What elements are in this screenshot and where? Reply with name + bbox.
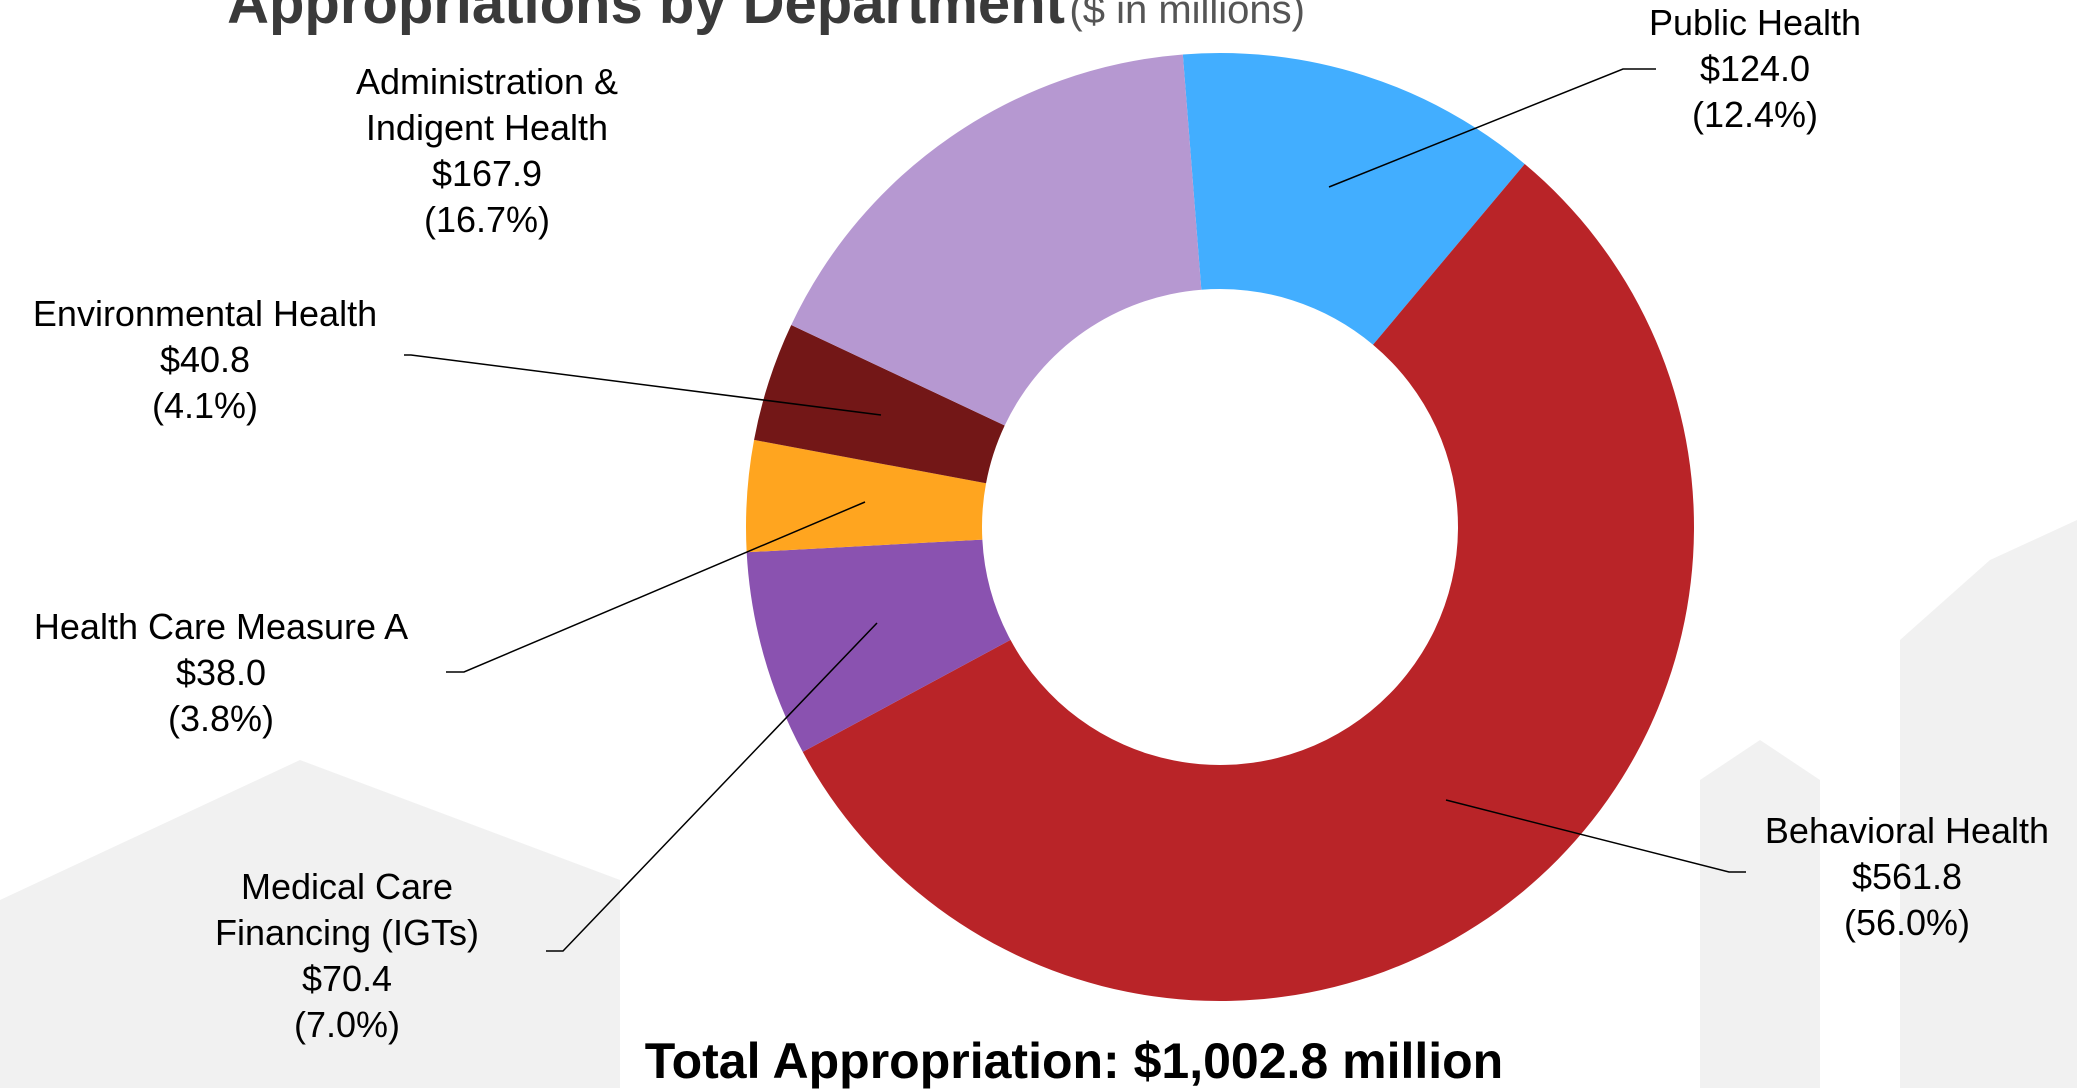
slice-label: Behavioral Health $561.8 (56.0%) — [1707, 808, 2077, 946]
slice — [1182, 53, 1525, 345]
chart-title: Appropriations by Department — [227, 0, 1065, 36]
percent-label: (7.0%) — [293, 1004, 401, 1045]
percent-label: (56.0%) — [1843, 902, 1971, 943]
category-name: Environmental Health — [32, 293, 378, 334]
category-name: Medical Care Financing (IGTs) — [214, 866, 480, 953]
percent-label: (16.7%) — [423, 199, 551, 240]
percent-label: (4.1%) — [151, 385, 259, 426]
title-block: Appropriations by Department ($ in milli… — [227, 0, 1305, 37]
percent-label: (12.4%) — [1691, 94, 1819, 135]
value-label: $70.4 — [301, 958, 393, 999]
value-label: $124.0 — [1699, 48, 1811, 89]
slice-label: Administration & Indigent Health $167.9 (1… — [327, 59, 647, 243]
value-label: $38.0 — [175, 652, 267, 693]
leader-line — [404, 354, 882, 416]
slice — [746, 539, 1011, 752]
slice — [754, 324, 1005, 484]
leader-line — [1328, 68, 1656, 188]
value-label: $561.8 — [1851, 856, 1963, 897]
category-name: Administration & Indigent Health — [355, 61, 619, 148]
slice — [791, 54, 1202, 426]
slice-label: Medical Care Financing (IGTs) $70.4 (7.0%) — [192, 864, 502, 1048]
category-name: Health Care Measure A — [33, 606, 409, 647]
value-label: $40.8 — [159, 339, 251, 380]
slice — [745, 439, 987, 553]
background-art — [0, 520, 2077, 1088]
slice-label: Health Care Measure A $38.0 (3.8%) — [0, 604, 451, 742]
slice-label: Public Health $124.0 (12.4%) — [1555, 0, 1955, 138]
leader-line — [446, 501, 866, 673]
slice — [802, 163, 1695, 1002]
total-label: Total Appropriation: $1,002.8 million — [644, 1033, 1504, 1089]
percent-label: (3.8%) — [167, 698, 275, 739]
value-label: $167.9 — [431, 153, 543, 194]
leader-line — [1445, 799, 1746, 873]
category-name: Behavioral Health — [1764, 810, 2050, 851]
chart-subtitle: ($ in millions) — [1069, 0, 1305, 32]
leader-line — [546, 622, 878, 952]
slice-label: Environmental Health $40.8 (4.1%) — [0, 291, 415, 429]
category-name: Public Health — [1648, 2, 1862, 43]
